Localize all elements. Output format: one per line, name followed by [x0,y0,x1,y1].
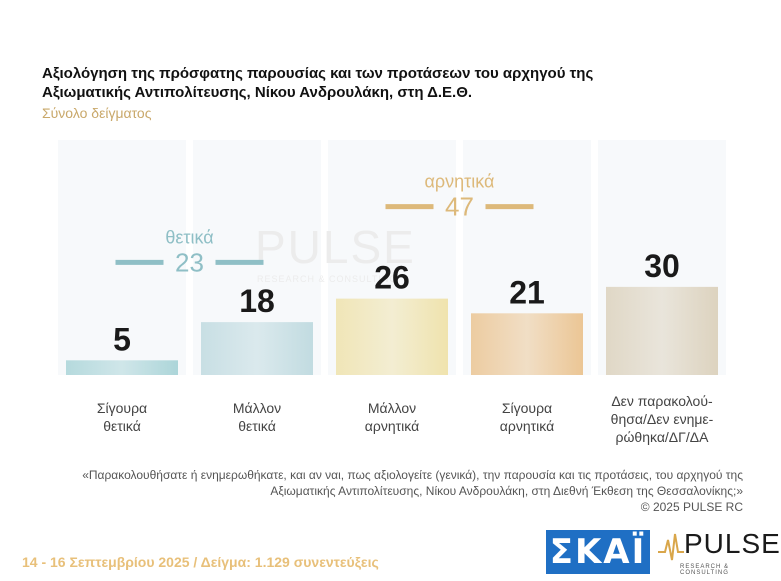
category-label-line: ρώθηκα/ΔΓ/ΔΑ [615,429,709,445]
category-label: Δεν παρακολού-θησα/Δεν ενημε-ρώθηκα/ΔΓ/Δ… [597,392,727,446]
category-label: Σίγουρα θετικά [57,399,187,435]
watermark-word: PULSE [255,221,416,273]
bar [606,286,718,375]
category-label: Μάλλον θετικά [192,399,322,435]
chart-subtitle: Σύνολο δείγματος [42,105,152,121]
skai-logo: ΣΚΑΪ [546,530,650,574]
chart-title: Αξιολόγηση της πρόσφατης παρουσίας και τ… [42,65,594,101]
bar-value-label: 21 [509,274,545,310]
category-label-line: Σίγουρα [96,400,148,416]
pulse-wave-icon [658,533,684,561]
group-total-value: 47 [445,192,474,222]
bar [201,322,313,375]
bar-value-label: 18 [239,283,275,319]
survey-question: «Παρακολουθήσατε ή ενημερωθήκατε, και αν… [82,468,743,498]
category-label: Μάλλον αρνητικά [327,399,457,435]
survey-footer: 14 - 16 Σεπτεμβρίου 2025 / Δείγμα: 1.129… [22,554,379,570]
category-label-line: θετικά [103,418,141,434]
watermark-tag: RESEARCH & CONSULTING [257,274,397,284]
bar-value-label: 5 [113,321,131,357]
category-label-line: Δεν παρακολού- [611,393,713,409]
pulse-watermark: PULSE RESEARCH & CONSULTING [255,221,416,284]
category-label: Σίγουρα αρνητικά [462,399,592,435]
category-label-line: αρνητικά [499,418,555,434]
bar-slot-background [58,140,186,375]
category-label-line: θησα/Δεν ενημε- [610,411,714,427]
bar [471,313,583,375]
category-label-line: Μάλλον [367,400,417,416]
category-label-line: αρνητικά [364,418,420,434]
bar-value-label: 30 [644,248,680,284]
bar [66,360,178,375]
group-total-label: αρνητικά [425,172,495,192]
category-label-line: Μάλλον [232,400,282,416]
bar-value-label: 26 [374,260,410,296]
copyright-text: © 2025 PULSE RC [640,500,743,514]
pulse-logo: PULSE RESEARCH & CONSULTING [656,528,781,576]
bar [336,298,448,375]
group-total-label: θετικά [165,227,213,247]
category-label-line: θετικά [238,418,276,434]
group-total-value: 23 [175,247,204,277]
category-label-line: Σίγουρα [501,400,553,416]
pulse-logo-word: PULSE [684,528,781,559]
pulse-logo-tag: RESEARCH & CONSULTING [680,564,730,576]
